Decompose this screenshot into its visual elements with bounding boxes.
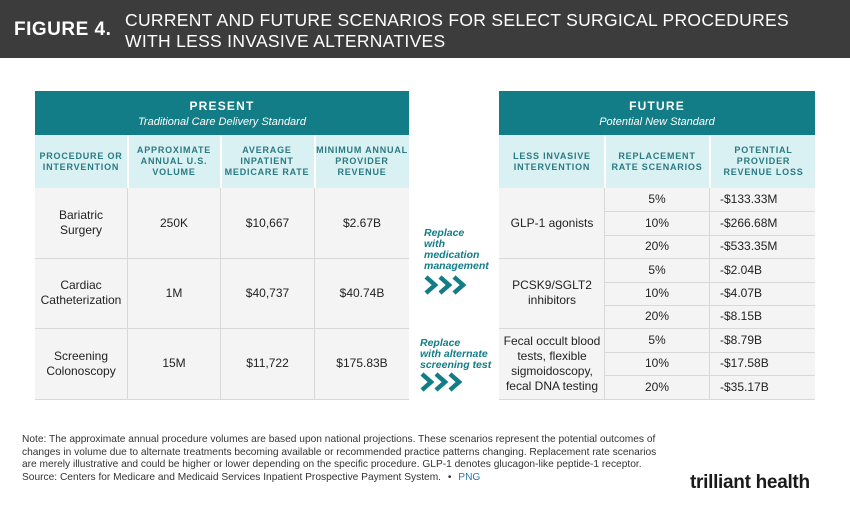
- present-header: PRESENT Traditional Care Delivery Standa…: [35, 91, 409, 135]
- replace-med-line-3: medication: [424, 249, 480, 261]
- replace-med-line-2: with: [424, 238, 445, 250]
- future-col-intervention: LESS INVASIVE INTERVENTION: [513, 150, 591, 172]
- replace-medication-label: Replace with medication management: [424, 228, 489, 272]
- future-g2-loss-3: -$8.15B: [720, 309, 763, 323]
- future-g3-loss-3: -$35.17B: [720, 379, 769, 394]
- replace-screening-label: Replace with alternate screening test: [420, 338, 491, 371]
- future-column-header-row: [499, 135, 815, 188]
- present-col-procedure: PROCEDURE OR INTERVENTION: [39, 150, 123, 172]
- future-group-2-intervention: PCSK9/SGLT2 inhibitors: [512, 278, 592, 307]
- future-g1-rate-2: 10%: [644, 215, 670, 230]
- present-row-3-volume: 15M: [162, 356, 186, 370]
- future-body: [499, 188, 815, 400]
- present-body: [35, 188, 409, 400]
- footnote-text: Note: The approximate annual procedure v…: [22, 434, 657, 471]
- chevron-arrow-icon: [420, 372, 463, 392]
- future-col-rate: REPLACEMENT RATE SCENARIOS: [611, 150, 703, 172]
- future-header: FUTURE Potential New Standard: [499, 91, 815, 135]
- future-g3-rate-1: 5%: [648, 332, 666, 347]
- replace-med-line-1: Replace: [424, 227, 465, 239]
- replace-med-line-4: management: [424, 260, 489, 272]
- future-g1-rate-1: 5%: [648, 192, 666, 206]
- present-row-2-rate: $40,737: [245, 285, 290, 300]
- present-title: PRESENT: [189, 99, 255, 113]
- future-group-3-intervention: Fecal occult blood tests, flexible sigmo…: [503, 333, 601, 393]
- present-col-rate: AVERAGE INPATIENT MEDICARE RATE: [224, 145, 310, 177]
- future-subtitle: Potential New Standard: [599, 116, 715, 128]
- future-g3-loss-1: -$8.79B: [720, 332, 763, 347]
- present-col-revenue: MINIMUM ANNUAL PROVIDER REVENUE: [316, 145, 408, 177]
- future-g1-rate-3: 20%: [644, 239, 670, 253]
- replace-screen-line-2: with alternate: [420, 348, 488, 360]
- future-g2-loss-1: -$2.04B: [720, 262, 763, 277]
- future-col-loss: POTENTIAL PROVIDER REVENUE LOSS: [723, 145, 804, 177]
- future-g1-loss-2: -$266.68M: [720, 215, 778, 230]
- present-col-volume: APPROXIMATE ANNUAL U.S. VOLUME: [136, 145, 212, 177]
- future-g3-rate-3: 20%: [644, 379, 670, 394]
- present-row-3-revenue: $175.83B: [336, 356, 388, 370]
- footnote: Note: The approximate annual procedure v…: [22, 434, 662, 484]
- present-row-3-procedure: Screening Colonoscopy: [46, 348, 116, 378]
- future-group-1-intervention: GLP-1 agonists: [510, 215, 594, 230]
- trilliant-health-logo: trilliant health: [690, 472, 810, 493]
- present-row-1-revenue: $2.67B: [342, 215, 382, 230]
- future-g2-rate-2: 10%: [644, 286, 670, 300]
- replace-screen-line-1: Replace: [420, 337, 461, 349]
- present-row-2-revenue: $40.74B: [339, 285, 385, 300]
- replace-screen-line-3: screening test: [420, 359, 492, 371]
- present-row-1-volume: 250K: [159, 215, 189, 230]
- present-row-1-rate: $10,667: [245, 215, 290, 230]
- figure-title: CURRENT AND FUTURE SCENARIOS FOR SELECT …: [125, 10, 790, 51]
- present-row-3-rate: $11,722: [246, 356, 289, 370]
- separator: •: [447, 471, 452, 483]
- present-row-2-volume: 1M: [165, 285, 183, 300]
- present-subtitle: Traditional Care Delivery Standard: [138, 116, 306, 128]
- present-column-header-row: [35, 135, 409, 188]
- source-text: Source: Centers for Medicare and Medicai…: [22, 471, 442, 483]
- present-row-1-procedure: Bariatric Surgery: [58, 208, 103, 237]
- future-g3-loss-2: -$17.58B: [720, 356, 769, 370]
- chevron-arrow-icon: [424, 275, 467, 295]
- png-link[interactable]: PNG: [458, 471, 481, 483]
- future-g1-loss-1: -$133.33M: [720, 192, 778, 206]
- present-row-2-procedure: Cardiac Catheterization: [40, 278, 122, 307]
- figure-header: FIGURE 4. CURRENT AND FUTURE SCENARIOS F…: [0, 0, 850, 58]
- future-g1-loss-3: -$533.35M: [720, 239, 778, 253]
- source-line: Source: Centers for Medicare and Medicai…: [22, 472, 662, 485]
- future-g2-rate-1: 5%: [648, 262, 666, 277]
- future-title: FUTURE: [629, 99, 685, 113]
- future-g3-rate-2: 10%: [644, 356, 670, 370]
- future-g2-loss-2: -$4.07B: [720, 286, 763, 300]
- future-g2-rate-3: 20%: [644, 309, 670, 323]
- figure-label: FIGURE 4.: [14, 19, 112, 40]
